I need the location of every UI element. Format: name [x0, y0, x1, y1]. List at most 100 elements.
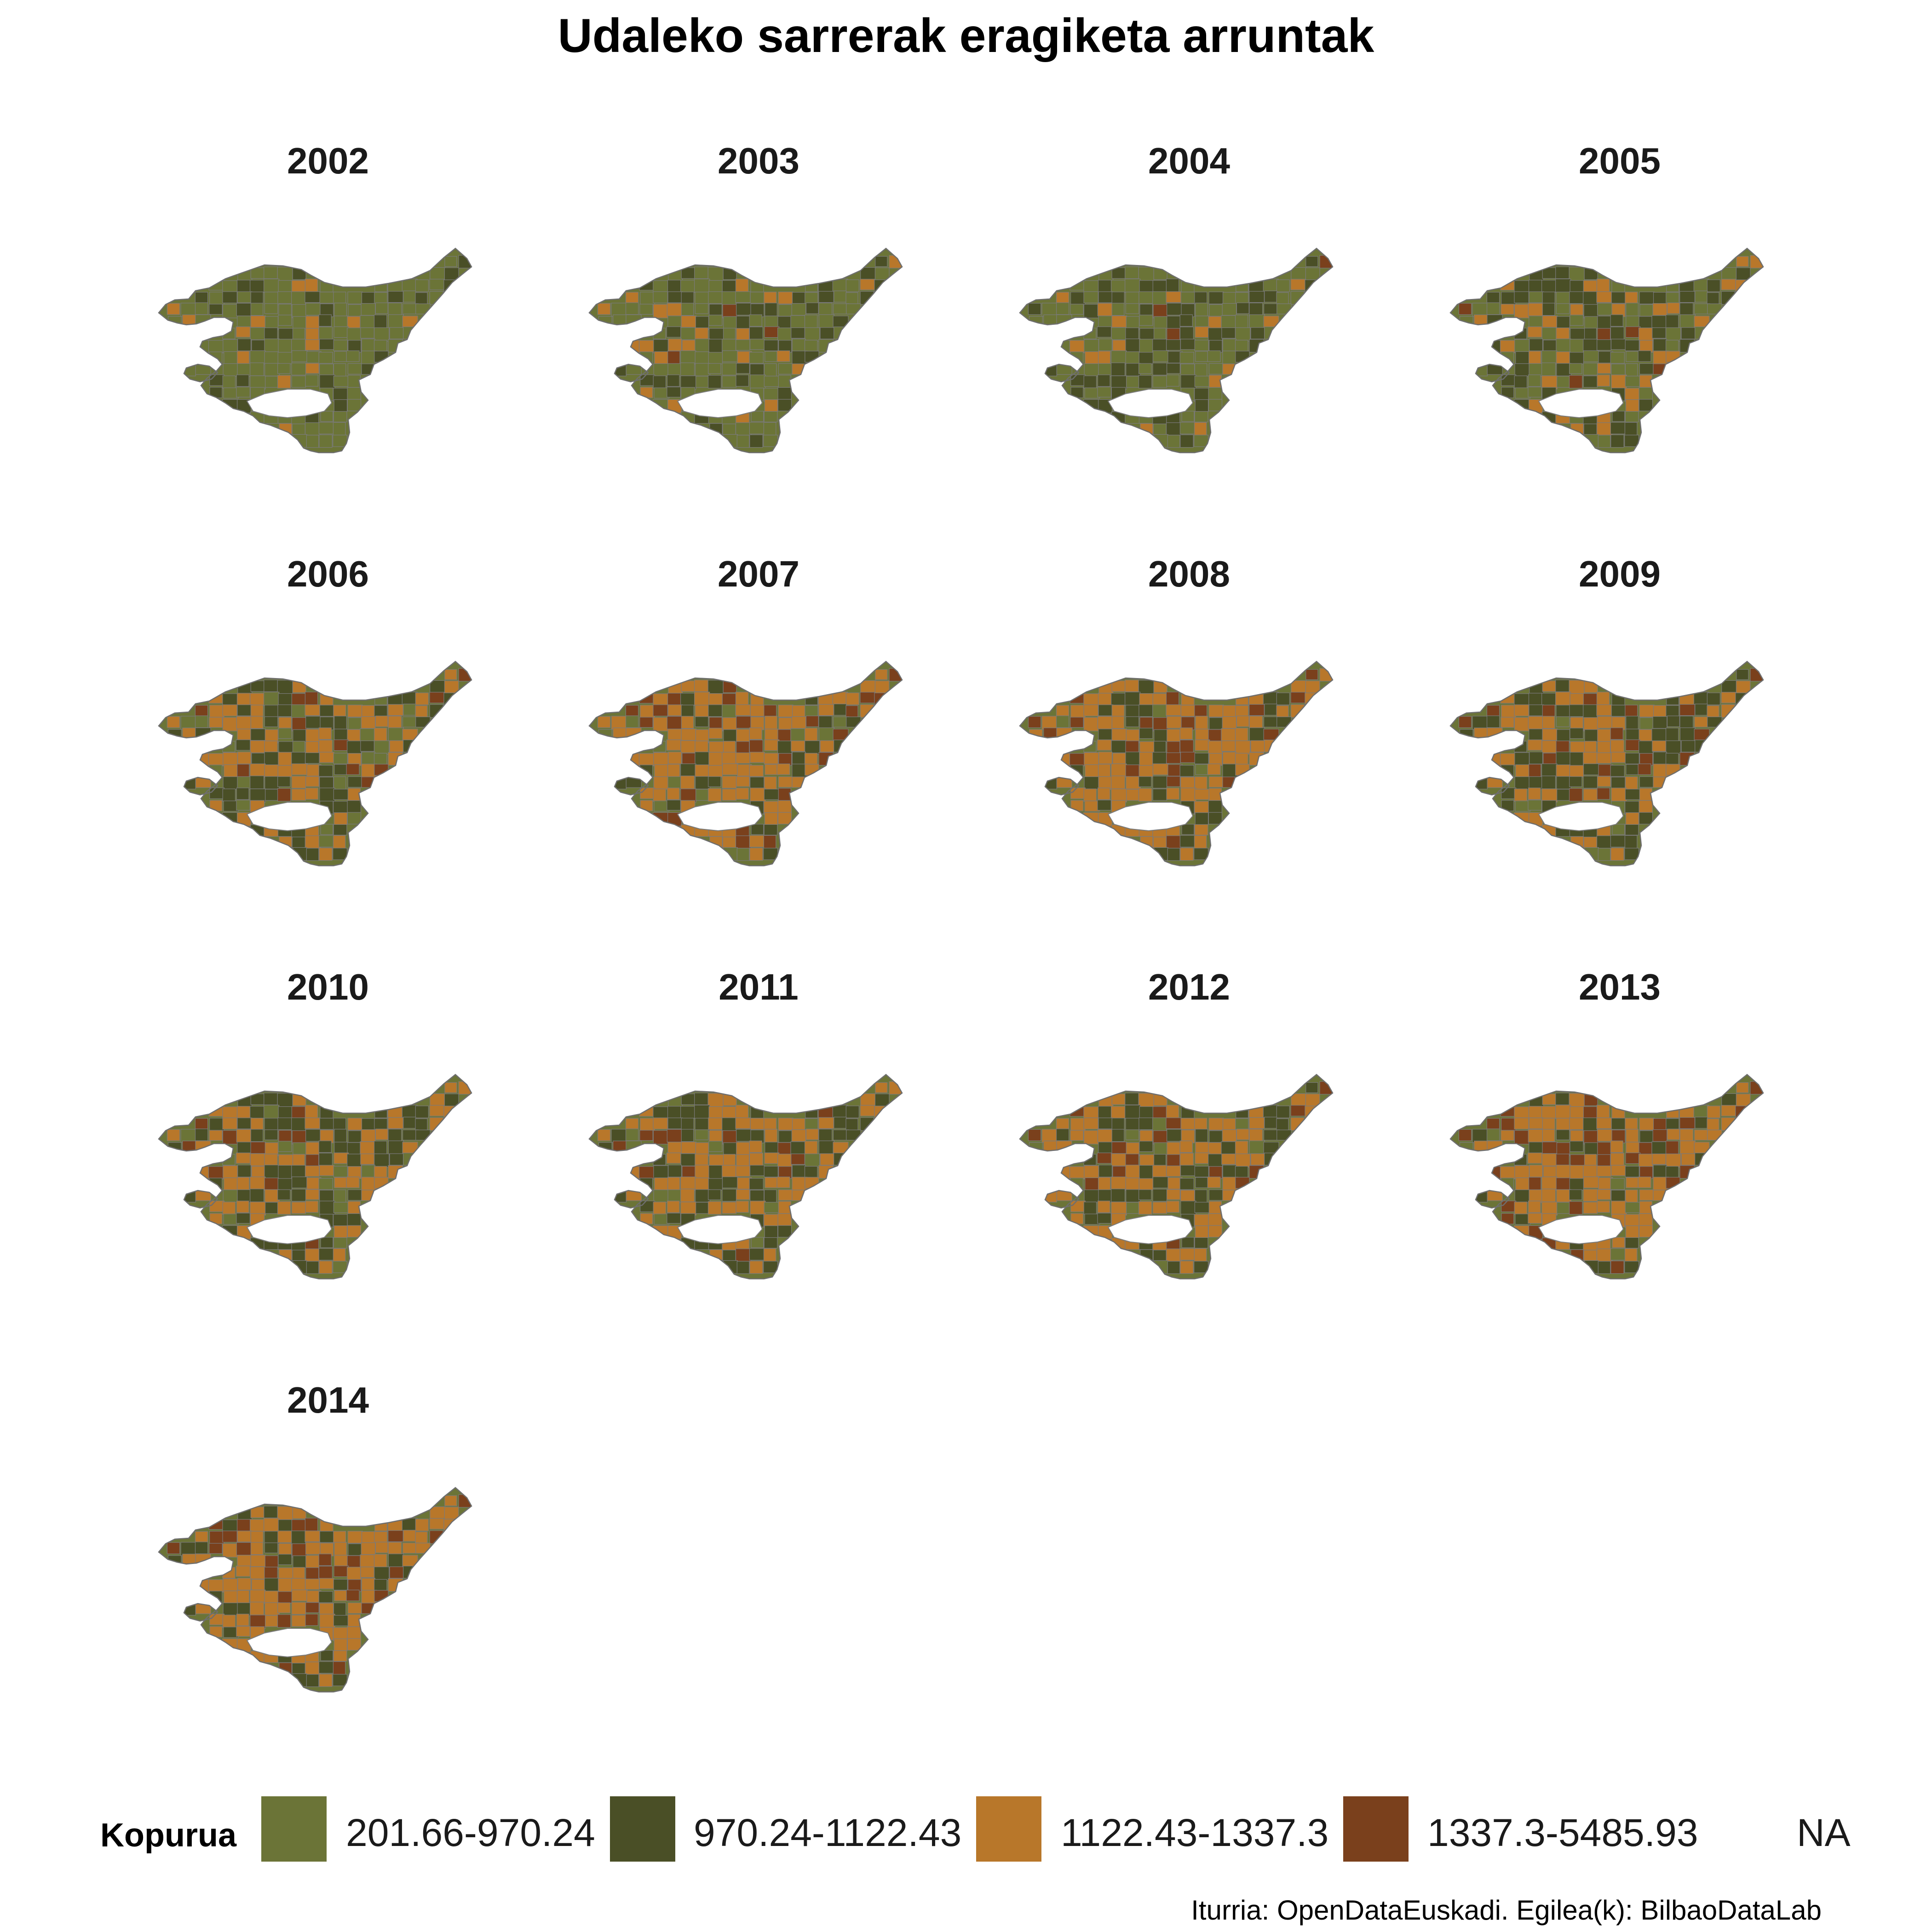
municipality	[791, 303, 806, 316]
municipality	[1111, 280, 1127, 293]
municipality	[1611, 374, 1627, 389]
municipality	[319, 374, 335, 389]
municipality	[278, 1130, 292, 1144]
municipality	[860, 680, 877, 693]
municipality	[653, 788, 667, 802]
facet-title: 2012	[1148, 966, 1230, 1007]
municipality	[1625, 375, 1641, 387]
municipality	[388, 716, 402, 730]
municipality	[1167, 1261, 1180, 1274]
municipality	[1570, 1130, 1583, 1144]
municipality	[722, 1117, 736, 1132]
municipality	[264, 691, 280, 706]
municipality	[181, 1189, 196, 1203]
municipality	[277, 363, 291, 374]
municipality	[348, 717, 362, 730]
municipality	[1208, 399, 1223, 412]
municipality	[1514, 291, 1529, 304]
municipality	[1154, 434, 1169, 448]
enclave-hole	[1107, 802, 1194, 832]
municipality	[722, 752, 736, 765]
municipality	[818, 704, 834, 716]
municipality	[666, 326, 681, 338]
municipality	[1097, 303, 1113, 316]
municipality	[333, 1202, 350, 1213]
municipality	[209, 800, 223, 811]
municipality	[750, 1118, 766, 1130]
municipality	[1083, 1117, 1098, 1130]
municipality	[1569, 1093, 1585, 1108]
municipality	[264, 1531, 281, 1545]
municipality	[1194, 1237, 1208, 1248]
facet-title: 2007	[718, 553, 799, 594]
municipality	[388, 1129, 402, 1143]
municipality	[708, 728, 723, 739]
municipality	[1056, 705, 1070, 717]
municipality	[1597, 1154, 1611, 1167]
municipality	[1305, 692, 1321, 707]
municipality	[804, 339, 818, 353]
municipality	[722, 717, 739, 731]
municipality	[1555, 278, 1571, 293]
municipality	[334, 1142, 348, 1154]
municipality	[251, 339, 266, 353]
municipality	[347, 704, 363, 718]
municipality	[388, 339, 403, 353]
municipality	[1597, 316, 1613, 330]
municipality	[625, 302, 639, 315]
municipality	[264, 1092, 278, 1105]
municipality	[1639, 387, 1653, 400]
municipality	[360, 1141, 376, 1155]
municipality	[278, 1141, 292, 1152]
municipality	[1679, 339, 1695, 353]
municipality	[250, 705, 264, 718]
municipality	[236, 1213, 250, 1224]
municipality	[845, 292, 858, 306]
municipality	[765, 303, 778, 316]
municipality	[764, 399, 778, 412]
municipality	[1639, 717, 1654, 730]
municipality	[347, 1213, 362, 1226]
municipality	[1556, 1165, 1571, 1179]
facet-panel-2004: 2004	[974, 138, 1404, 488]
municipality	[319, 847, 333, 861]
municipality	[333, 835, 346, 849]
municipality	[347, 800, 362, 813]
region-border	[588, 247, 903, 454]
municipality	[736, 363, 750, 374]
municipality	[292, 1094, 306, 1106]
municipality	[291, 1165, 306, 1178]
municipality	[224, 1177, 238, 1190]
municipality	[1541, 327, 1557, 340]
municipality	[208, 1579, 224, 1593]
municipality	[1528, 799, 1542, 811]
municipality	[250, 716, 264, 729]
municipality	[778, 1189, 793, 1201]
municipality	[223, 339, 238, 353]
municipality	[667, 1213, 681, 1224]
municipality	[333, 776, 346, 790]
municipality	[1154, 1260, 1169, 1274]
facet-map-2009	[1449, 661, 1764, 867]
municipality	[305, 1567, 319, 1580]
municipality	[777, 399, 792, 412]
municipality	[222, 741, 236, 753]
municipality	[1043, 1140, 1058, 1154]
municipality	[625, 1118, 639, 1130]
municipality	[1501, 387, 1514, 398]
municipality	[318, 740, 333, 753]
municipality	[429, 291, 443, 305]
municipality	[374, 327, 390, 342]
municipality	[667, 374, 680, 387]
municipality	[209, 1130, 223, 1141]
municipality	[1610, 765, 1625, 777]
municipality	[250, 303, 264, 316]
municipality	[749, 1178, 764, 1190]
municipality	[1515, 764, 1530, 777]
municipality	[1611, 788, 1627, 802]
region-border	[158, 247, 472, 454]
municipality	[1125, 1092, 1139, 1105]
municipality	[611, 776, 627, 790]
municipality	[1624, 848, 1639, 860]
municipality	[291, 704, 306, 719]
